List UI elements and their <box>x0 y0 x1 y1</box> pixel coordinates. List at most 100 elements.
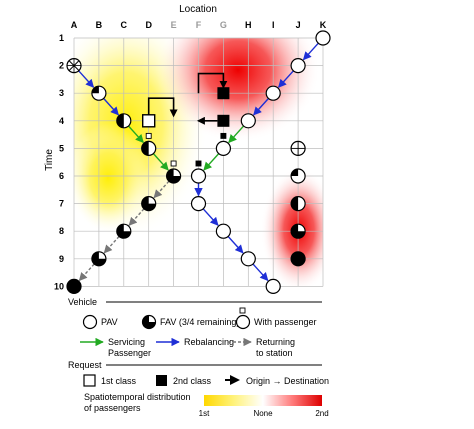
row-label-4: 4 <box>59 116 64 126</box>
fav-j9 <box>290 251 306 267</box>
path-segment-blue <box>78 70 95 88</box>
fav-c8 <box>116 223 132 239</box>
row-label-7: 7 <box>59 199 64 209</box>
column-labels: A B C D E F G H I J K <box>71 20 327 30</box>
vehicle-paths <box>78 42 319 282</box>
pav-f7 <box>190 196 207 212</box>
row-label-3: 3 <box>59 88 64 98</box>
pav-j2 <box>290 57 306 74</box>
legend-returning-label-1: Returning <box>256 337 295 347</box>
pav-i3 <box>265 85 281 101</box>
fav-a10 <box>66 278 82 294</box>
column-label-e: E <box>171 20 177 30</box>
x-axis-title: Location <box>179 4 217 15</box>
legend-first-class-label: 1st class <box>101 376 137 386</box>
column-label-c: C <box>121 20 128 30</box>
second-class-request-origin-1 <box>217 87 230 100</box>
legend-second-class-label: 2nd class <box>173 376 212 386</box>
path-segment-green <box>228 125 245 144</box>
legend-servicing-label-2: Passenger <box>108 348 151 358</box>
row-label-2: 2 <box>59 61 64 71</box>
legend-servicing-label-1: Servicing <box>108 337 145 347</box>
path-segment-grey <box>128 208 145 226</box>
path-segment-grey <box>103 235 120 254</box>
pav-h9 <box>240 251 256 267</box>
passenger-marker <box>170 160 177 167</box>
pav-i10 <box>265 278 281 294</box>
second-class-request-arrow-1 <box>197 72 228 94</box>
column-label-k: K <box>320 20 327 30</box>
row-label-10: 10 <box>54 281 64 291</box>
legend-scale-left: 1st <box>199 409 210 418</box>
fav-j6 <box>290 168 306 184</box>
column-label-f: F <box>196 20 202 30</box>
pav-g8 <box>215 223 231 239</box>
column-label-i: I <box>272 20 275 30</box>
row-label-5: 5 <box>59 143 64 153</box>
legend-vehicle-heading: Vehicle <box>68 297 97 307</box>
pav-k1 <box>315 30 331 46</box>
legend-fav-icon <box>141 314 157 330</box>
fav-b3 <box>91 85 107 101</box>
y-axis-title: Time <box>44 149 55 171</box>
legend-spatio-label-2: of passengers <box>84 403 141 413</box>
row-label-9: 9 <box>59 254 64 264</box>
fav-d7 <box>141 196 157 212</box>
passenger-marker <box>195 160 202 167</box>
first-class-request-origin <box>141 114 156 128</box>
second-class-request-origin-2 <box>217 114 230 127</box>
fav-b9 <box>91 251 107 267</box>
legend-with-passenger-label: With passenger <box>254 317 317 327</box>
legend-returning-label-2: to station <box>256 348 293 358</box>
path-segment-grey <box>78 263 95 282</box>
legend-scale-mid: None <box>253 409 273 418</box>
path-segment-grey <box>153 180 170 199</box>
legend-pav-icon <box>82 314 98 330</box>
row-label-8: 8 <box>59 226 64 236</box>
column-label-h: H <box>245 20 252 30</box>
path-segment-blue <box>277 70 294 88</box>
column-label-j: J <box>296 20 301 30</box>
path-segment-green <box>203 153 220 171</box>
column-label-b: B <box>96 20 103 30</box>
path-segment-blue <box>252 263 269 282</box>
legend-color-scale <box>204 395 322 406</box>
legend-spatio-label-1: Spatiotemporal distribution <box>84 392 191 402</box>
legend-second-class-icon <box>156 375 167 386</box>
row-labels: 1 2 3 4 5 6 7 8 9 10 <box>54 33 64 291</box>
path-segment-blue <box>103 97 120 116</box>
legend-with-passenger-icon <box>235 314 251 330</box>
fav-j8 <box>290 223 306 239</box>
column-label-d: D <box>145 20 152 30</box>
passenger-marker <box>220 132 227 139</box>
legend-first-class-icon <box>83 374 96 387</box>
column-label-g: G <box>220 20 227 30</box>
second-class-heat-zone <box>156 38 320 142</box>
first-class-heat-zone-2 <box>74 123 148 233</box>
fav-j5 <box>290 140 306 156</box>
path-segment-blue <box>302 42 319 61</box>
fav-j7 <box>290 196 306 212</box>
fav-origin-a2 <box>66 57 82 74</box>
legend-request-heading: Request <box>68 360 102 370</box>
passenger-marker <box>145 132 152 139</box>
path-segment-blue <box>227 235 244 254</box>
grid <box>73 37 324 287</box>
legend: Vehicle PAV FAV (3/4 remaining) With pas… <box>68 297 329 418</box>
vehicles <box>66 30 331 294</box>
path-segment-blue <box>253 97 270 116</box>
first-class-request-arrow <box>147 97 178 118</box>
pav-h4 <box>240 113 256 129</box>
pav-f6 <box>190 168 207 184</box>
pav-g5 <box>215 140 231 156</box>
legend-origin-destination-label: Origin → Destination <box>246 376 329 386</box>
legend-scale-right: 2nd <box>315 409 328 418</box>
fav-e6 <box>166 168 182 184</box>
fav-d5 <box>141 140 157 156</box>
fav-c4 <box>116 113 132 129</box>
legend-pav-label: PAV <box>101 317 118 327</box>
path-segment-green <box>127 125 144 144</box>
path-segment-green <box>152 153 169 171</box>
row-label-6: 6 <box>59 171 64 181</box>
